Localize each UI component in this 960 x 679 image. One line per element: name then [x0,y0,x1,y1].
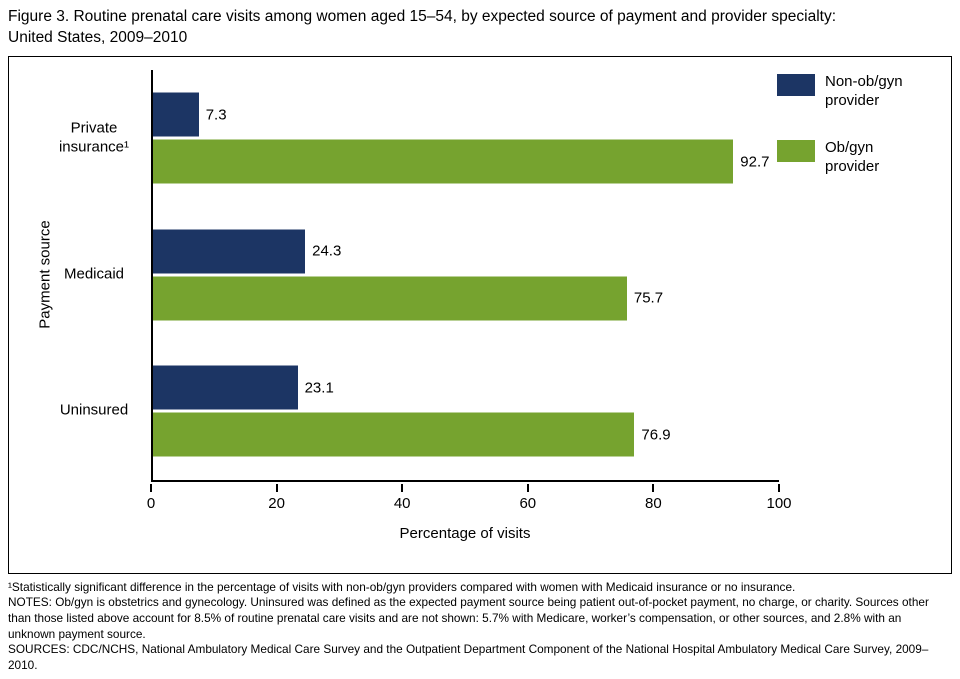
x-tick-mark [275,483,278,492]
x-tick-mark [401,483,404,492]
bar-value-label: 92.7 [740,153,770,171]
category-label: Medicaid [63,265,125,283]
bar-line: 75.7 [153,276,779,321]
bar [153,365,298,410]
bar-pair: 23.1 76.9 [153,365,779,457]
bar [153,276,627,321]
footnote-significance: ¹Statistically significant difference in… [8,579,796,594]
x-tick-mark [526,483,529,492]
x-tick-label: 80 [645,494,662,512]
figure-title-line1: Figure 3. Routine prenatal care visits a… [8,8,837,25]
bar-value-label: 24.3 [312,242,342,260]
bar-group: Uninsured 23.1 76.9 [60,343,779,480]
legend-swatch [777,139,815,162]
bar-pair: 24.3 75.7 [153,229,779,321]
bar-line: 92.7 [153,139,779,184]
category-label: Uninsured [59,402,129,420]
bar [153,229,306,274]
bar-line: 76.9 [153,412,779,457]
bar-value-label: 7.3 [205,106,227,124]
bar-groups: Private insurance¹ 7.3 92.7 Medicaid 24.3 75.… [59,70,779,480]
x-tick-mark [150,483,152,492]
bar [153,92,199,137]
footnotes: ¹Statistically significant difference in… [8,580,950,673]
category-label: Private insurance¹ [58,119,130,156]
x-tick-label: 40 [393,494,411,512]
plot-area: Private insurance¹ 7.3 92.7 Medicaid 24.3 75.… [59,69,779,482]
x-tick-mark [652,483,655,492]
legend-label: Ob/gyn provider [825,138,880,176]
legend-item: Ob/gyn provider [777,138,925,177]
bar-value-label: 75.7 [633,289,664,307]
bar-value-label: 76.9 [641,426,671,444]
bar [153,139,734,184]
bar-group: Private insurance¹ 7.3 92.7 [59,70,779,207]
x-tick-label: 60 [519,494,537,512]
bar-line: 7.3 [153,92,779,137]
chart-frame: Payment source Private insurance¹ 7.3 92.7… [8,55,952,574]
legend: Non-ob/gyn provider Ob/gyn provider [777,72,925,177]
bar-value-label: 23.1 [304,379,334,397]
bar-group: Medicaid 24.3 75.7 [64,207,779,344]
figure-title-line2: United States, 2009–2010 [8,28,188,46]
bar [153,412,635,457]
x-tick-mark [778,483,780,492]
legend-label: Non-ob/gyn provider [825,72,903,110]
x-axis-label: Percentage of visits [399,524,531,542]
bar-line: 24.3 [153,229,779,274]
footnote-sources: SOURCES: CDC/NCHS, National Ambulatory M… [8,642,929,672]
legend-item: Non-ob/gyn provider [777,72,925,111]
x-tick-label: 100 [766,494,792,512]
bar-line: 23.1 [153,365,779,410]
figure-title: Figure 3. Routine prenatal care visits a… [0,0,960,54]
x-tick-label: 0 [146,494,156,512]
bar-pair: 7.3 92.7 [153,92,779,184]
legend-swatch [777,73,815,96]
footnote-notes: NOTES: Ob/gyn is obstetrics and gynecolo… [8,595,929,641]
x-tick-label: 20 [268,494,285,512]
x-axis-ticks: 0 20 40 60 80 100 [147,483,792,524]
